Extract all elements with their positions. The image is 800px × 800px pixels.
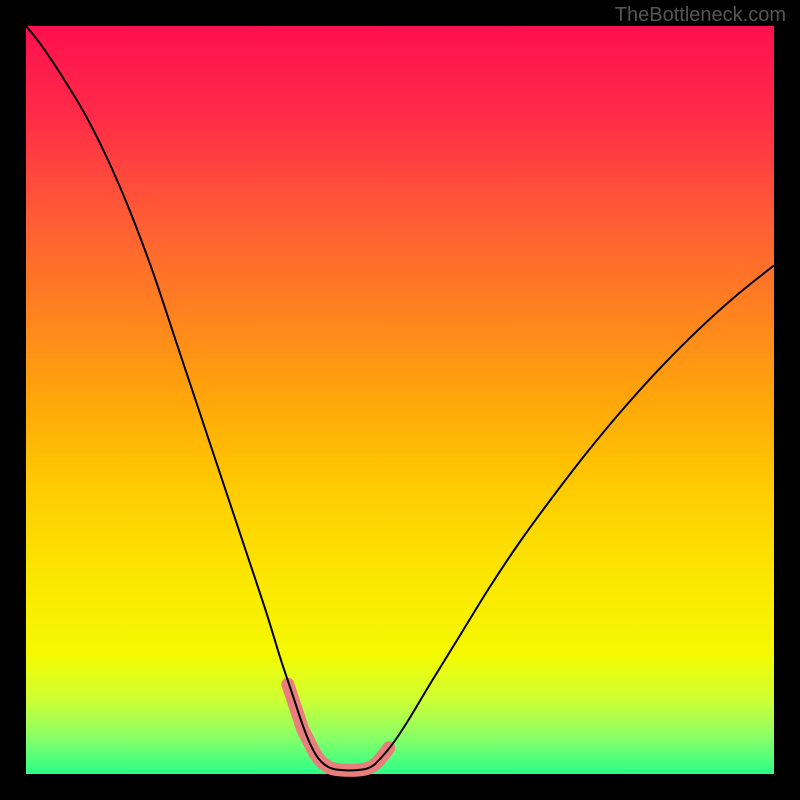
curve-layer [0,0,800,800]
main-curve [26,26,774,770]
watermark-text: TheBottleneck.com [615,4,786,27]
chart-container: TheBottleneck.com [0,0,800,800]
